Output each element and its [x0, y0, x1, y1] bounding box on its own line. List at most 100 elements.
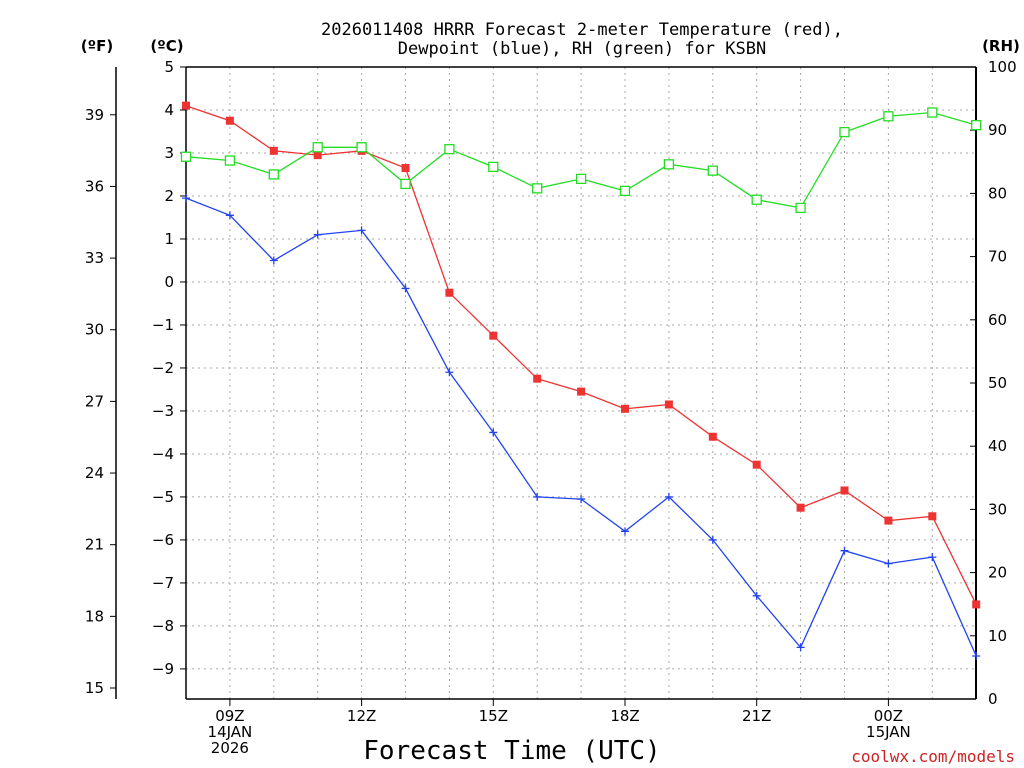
temperature-point [489, 331, 498, 340]
dewpoint-point [928, 553, 937, 562]
temperature-point [840, 486, 849, 495]
fahrenheit-tick-label: 33 [85, 249, 104, 267]
rh-tick-label: 50 [988, 374, 1007, 392]
x-tick-label: 14JAN [208, 723, 253, 741]
rh-tick-label: 70 [988, 248, 1007, 266]
dewpoint-point [796, 643, 805, 652]
rh-point [707, 165, 718, 176]
rh-point [971, 119, 982, 131]
rh-unit-label: (RH) [982, 37, 1020, 55]
dewpoint-point [182, 194, 190, 203]
dewpoint-point [708, 535, 717, 544]
dewpoint-point [357, 226, 366, 235]
rh-point [312, 142, 323, 153]
temperature-point [577, 387, 586, 396]
fahrenheit-tick-label: 39 [85, 106, 104, 124]
dewpoint-point [577, 495, 586, 504]
rh-point [663, 159, 675, 170]
series [180, 101, 982, 661]
fahrenheit-tick-label: 18 [85, 607, 104, 625]
chart-subtitle: Dewpoint (blue), RH (green) for KSBN [398, 39, 766, 59]
fahrenheit-tick-label: 15 [85, 679, 104, 697]
x-tick-label: 18Z [610, 707, 639, 725]
x-tick-label: 15Z [479, 707, 508, 725]
celsius-tick-label: −1 [152, 316, 174, 334]
rh-tick-label: 10 [988, 627, 1007, 645]
celsius-tick-label: −8 [152, 617, 174, 635]
temperature-point [401, 164, 410, 173]
rh-tick-label: 60 [988, 311, 1007, 329]
rh-tick-label: 80 [988, 184, 1007, 202]
rh-point [927, 107, 938, 118]
fahrenheit-tick-label: 36 [85, 177, 104, 195]
temperature-point [445, 288, 454, 297]
dewpoint-point [972, 652, 981, 661]
dewpoint-point [445, 368, 454, 377]
chart-title: 2026011408 HRRR Forecast 2-meter Tempera… [321, 20, 843, 40]
rh-point [488, 161, 499, 173]
rh-tick-label: 40 [988, 437, 1007, 455]
grid [186, 66, 976, 699]
celsius-tick-label: −6 [152, 531, 174, 549]
x-tick-label: 21Z [742, 707, 771, 725]
fahrenheit-tick-label: 30 [85, 321, 104, 339]
rh-point [224, 155, 236, 166]
x-tick-label: 2026 [211, 739, 249, 757]
celsius-tick-label: 3 [164, 144, 174, 162]
rh-tick-label: 100 [988, 58, 1017, 76]
dewpoint-point [401, 284, 410, 293]
temperature-point [752, 460, 761, 469]
celsius-tick-label: 5 [164, 58, 174, 76]
rh-point [532, 183, 543, 194]
x-tick-label: 09Z [215, 707, 244, 725]
fahrenheit-tick-label: 27 [85, 392, 104, 410]
rh-point [180, 151, 192, 162]
celsius-tick-label: 1 [164, 230, 174, 248]
rh-point [268, 169, 279, 180]
temperature-point [972, 600, 981, 609]
x-tick-label: 12Z [347, 707, 376, 725]
temperature-point [225, 116, 234, 125]
celsius-tick-label: −4 [152, 445, 174, 463]
x-axis-label: Forecast Time (UTC) [363, 736, 660, 766]
temperature-point [269, 146, 278, 155]
celsius-tick-label: −3 [152, 402, 174, 420]
dewpoint-point [225, 211, 234, 220]
dewpoint-point [313, 230, 322, 239]
dewpoint-point [533, 492, 542, 501]
celsius-tick-label: −5 [152, 488, 174, 506]
temperature-point [796, 503, 805, 512]
rh-tick-label: 30 [988, 500, 1007, 518]
rh-point [839, 126, 850, 138]
temperature-point [182, 101, 190, 110]
celsius-tick-label: −9 [152, 660, 174, 678]
temperature-point [664, 400, 673, 409]
dewpoint-point [840, 546, 849, 555]
rh-point [400, 178, 411, 190]
rh-point [356, 142, 367, 153]
fahrenheit-unit-label: (ºF) [81, 37, 113, 55]
x-tick-label: 15JAN [866, 723, 911, 741]
temperature-point [708, 432, 717, 441]
rh-point [795, 202, 806, 214]
dewpoint-point [269, 256, 278, 265]
rh-tick-label: 20 [988, 564, 1007, 582]
axes: 543210−1−2−3−4−5−6−7−8−93936333027242118… [85, 58, 1017, 757]
credit-text: coolwx.com/models [851, 747, 1015, 766]
temperature-point [533, 374, 542, 383]
rh-point [444, 144, 455, 155]
rh-tick-label: 90 [988, 121, 1007, 139]
celsius-tick-label: −7 [152, 574, 174, 592]
celsius-unit-label: (ºC) [150, 37, 183, 55]
celsius-tick-label: 2 [164, 187, 174, 205]
fahrenheit-tick-label: 21 [85, 536, 104, 554]
rh-point [751, 194, 762, 205]
celsius-tick-label: −2 [152, 359, 174, 377]
dewpoint-point [752, 591, 761, 600]
temperature-point [313, 151, 322, 160]
dewpoint-point [884, 559, 893, 568]
celsius-tick-label: 0 [164, 273, 174, 291]
temperature-point [621, 404, 629, 413]
dewpoint-point [621, 527, 629, 536]
